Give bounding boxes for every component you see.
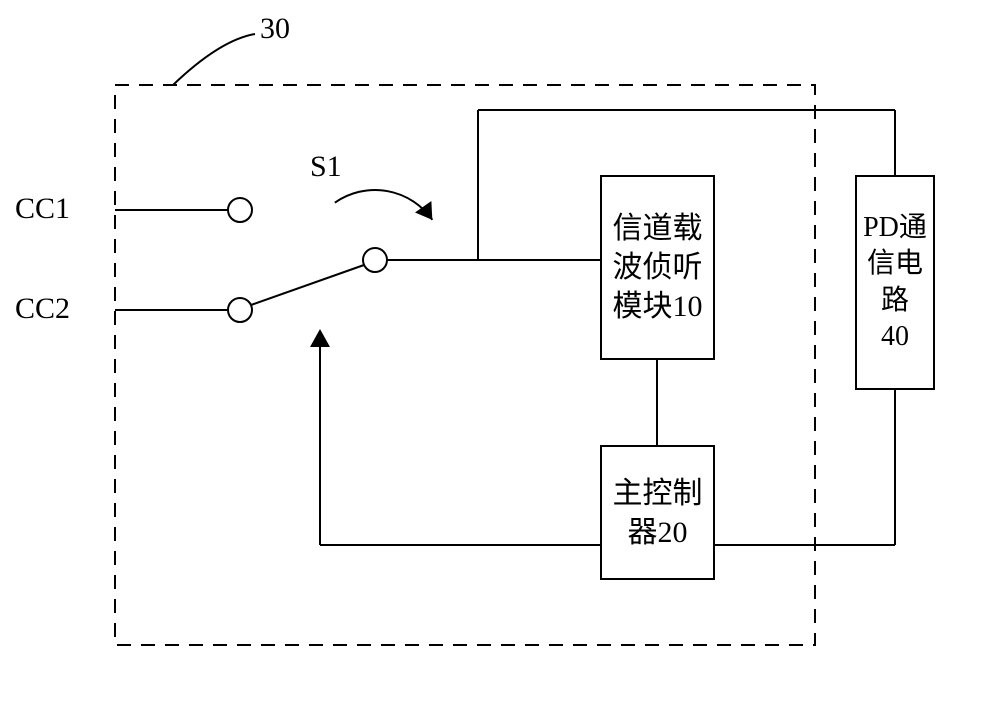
label-cc1: CC1 <box>15 192 70 226</box>
block-pd-circuit: PD通 信电路 40 <box>855 175 935 390</box>
pd-line3: 40 <box>857 319 933 355</box>
diagram-svg <box>0 0 1000 718</box>
carrier-line2: 波侦听 <box>613 248 703 287</box>
pd-line1: PD通 <box>857 210 933 246</box>
label-s1: S1 <box>310 150 342 184</box>
block-carrier-sense: 信道载 波侦听 模块10 <box>600 175 715 360</box>
carrier-line3: 模块10 <box>613 287 703 326</box>
carrier-line1: 信道载 <box>613 209 703 248</box>
label-cc2: CC2 <box>15 292 70 326</box>
block-main-controller: 主控制 器20 <box>600 445 715 580</box>
main-line2: 器20 <box>613 513 703 552</box>
main-line1: 主控制 <box>613 474 703 513</box>
label-ref30: 30 <box>260 12 290 46</box>
pd-line2: 信电路 <box>857 246 933 319</box>
